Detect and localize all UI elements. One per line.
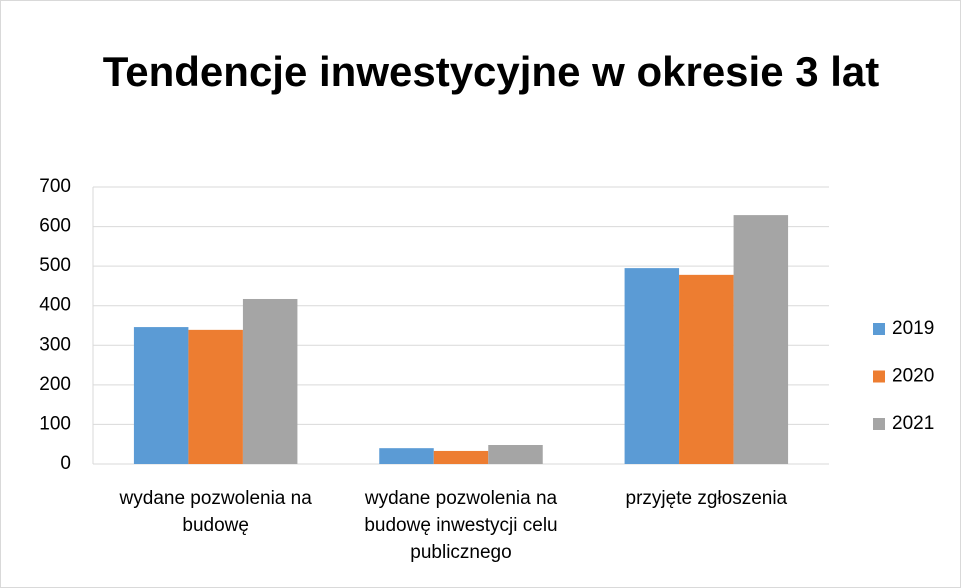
legend-label: 2020 [892,366,934,387]
bar [133,327,189,464]
bar [242,298,298,464]
x-tick-label: przyjęte zgłoszenia [625,488,788,509]
y-tick-label: 400 [39,295,71,316]
chart-title: Tendencje inwestycyjne w okresie 3 lat [102,48,880,95]
x-tick-label: wydane pozwolenia na budowę inwestycji c… [364,488,558,563]
bar [733,215,789,464]
x-tick-label: wydane pozwolenia na budowę [119,488,312,536]
bar [488,445,543,464]
legend-swatch [873,370,885,383]
legend-swatch [873,418,885,430]
y-tick-label: 0 [60,453,71,474]
legend-label: 2019 [892,318,934,339]
legend-label: 2021 [892,413,934,434]
y-tick-label: 500 [39,255,71,276]
bar [188,329,243,464]
legend-swatch [873,323,885,335]
y-tick-label: 600 [39,216,71,237]
bar [379,448,434,464]
y-tick-label: 100 [39,413,71,434]
y-tick-label: 300 [39,334,71,355]
y-tick-label: 700 [39,176,71,197]
bar [624,268,680,464]
y-tick-label: 200 [39,374,71,395]
bar [433,450,489,464]
bar [679,274,734,464]
